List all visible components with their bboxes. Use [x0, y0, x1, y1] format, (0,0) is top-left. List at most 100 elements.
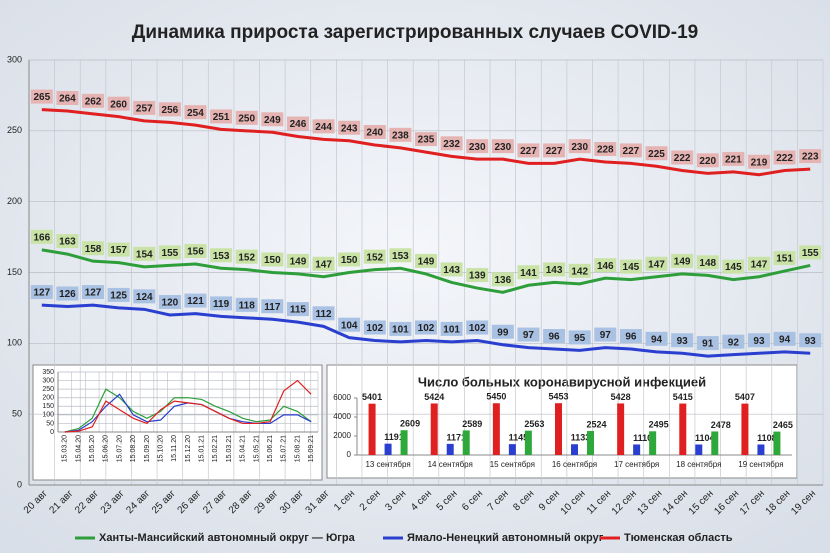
data-label-box [312, 256, 335, 271]
data-label-box [543, 143, 566, 158]
x-tick-label: 15.09.20 [144, 435, 151, 462]
data-label-box [491, 139, 514, 154]
y-tick-label: 4000 [333, 412, 351, 421]
data-label: 5401 [362, 392, 382, 402]
data-label: 2563 [524, 419, 544, 429]
data-label: 264 [59, 94, 76, 105]
data-label-box [722, 259, 745, 274]
data-label: 1145 [509, 432, 529, 442]
data-label: 260 [110, 99, 127, 110]
legend-label: Ямало-Ненецкий автономный округ [407, 532, 604, 544]
data-label-box [747, 333, 770, 348]
data-label-box [568, 139, 591, 154]
data-label-box [184, 244, 207, 258]
y-tick-label: 350 [42, 369, 54, 376]
y-tick-label: 2000 [333, 431, 351, 440]
data-label: 99 [497, 327, 509, 338]
data-label: 225 [648, 149, 665, 160]
data-label-box [82, 285, 105, 300]
x-tick-label: 15.08.20 [130, 435, 137, 462]
data-label: 93 [677, 336, 689, 347]
legend-label: Ханты-Мансийский автономный округ — Югра [99, 532, 356, 544]
bar [649, 431, 657, 455]
data-label: 227 [546, 146, 563, 157]
bar [492, 403, 500, 455]
x-tick-label: 19 сентября [738, 460, 783, 469]
data-label-box [747, 154, 770, 169]
data-label-box [338, 120, 361, 135]
data-label: 155 [802, 248, 819, 259]
bar [384, 443, 392, 455]
series-line [41, 108, 811, 177]
data-label: 265 [33, 92, 50, 103]
bar [555, 403, 562, 455]
data-label-box [107, 287, 130, 302]
data-label-box [440, 136, 463, 151]
data-label: 124 [136, 292, 153, 303]
data-label: 104 [341, 320, 358, 331]
bar [508, 444, 516, 455]
data-label-box [312, 306, 335, 321]
bar [587, 431, 594, 455]
data-label-box [594, 258, 617, 273]
data-label-box [30, 285, 53, 300]
data-label-box [261, 299, 284, 314]
data-label: 5428 [611, 392, 631, 402]
y-tick-label: 50 [12, 409, 22, 419]
data-label-box [466, 320, 489, 335]
data-label: 149 [674, 257, 691, 268]
data-label-box [799, 245, 822, 260]
y-tick-label: 250 [42, 386, 54, 393]
data-label: 251 [213, 112, 230, 123]
x-tick-label: 16 сентября [552, 460, 597, 469]
y-tick-label: 200 [7, 196, 22, 206]
bar [571, 444, 578, 455]
data-label-box [799, 333, 822, 348]
data-label-box [389, 127, 412, 142]
data-label-box [619, 143, 642, 158]
data-label-box [338, 252, 361, 267]
bar [400, 430, 408, 455]
data-label: 222 [776, 153, 793, 164]
bar [368, 403, 376, 455]
data-label: 148 [699, 258, 716, 269]
data-label: 102 [469, 323, 486, 334]
data-label: 1191 [384, 432, 404, 442]
data-label-box [671, 333, 694, 348]
data-label: 95 [574, 333, 586, 344]
data-label: 243 [341, 123, 358, 134]
data-label-box [363, 320, 386, 335]
x-tick-label: 13 сентября [365, 460, 410, 469]
data-label-box [696, 153, 719, 168]
x-tick-label: 15.07.20 [116, 435, 123, 462]
y-tick-label: 100 [42, 412, 54, 419]
data-label-box [286, 302, 309, 317]
data-label: 154 [136, 249, 153, 260]
data-label-box [261, 252, 284, 267]
data-label-box [415, 253, 437, 268]
data-label-box [363, 125, 386, 139]
data-label: 125 [110, 291, 127, 302]
data-label-box [773, 331, 796, 346]
data-label: 222 [674, 153, 691, 164]
data-label-box [30, 89, 53, 104]
data-label-box [235, 297, 258, 312]
data-label-box [338, 317, 361, 332]
data-label: 220 [699, 156, 716, 167]
data-label-box [415, 132, 437, 147]
y-tick-label: 0 [50, 429, 54, 436]
data-label: 143 [443, 265, 460, 276]
x-tick-label: 14 сентября [428, 460, 473, 469]
inset-frame [32, 364, 323, 481]
x-tick-label: 15.02.21 [212, 435, 219, 462]
data-label: 244 [315, 122, 332, 133]
data-label-box [517, 327, 540, 342]
data-label-box [261, 112, 284, 127]
x-tick-label: 17 сентября [614, 460, 659, 469]
data-label: 136 [494, 275, 511, 286]
data-label: 150 [264, 255, 281, 266]
data-label-box [56, 234, 79, 249]
data-label: 2465 [773, 420, 793, 430]
y-tick-label: 250 [7, 125, 22, 135]
data-label-box [286, 253, 309, 268]
